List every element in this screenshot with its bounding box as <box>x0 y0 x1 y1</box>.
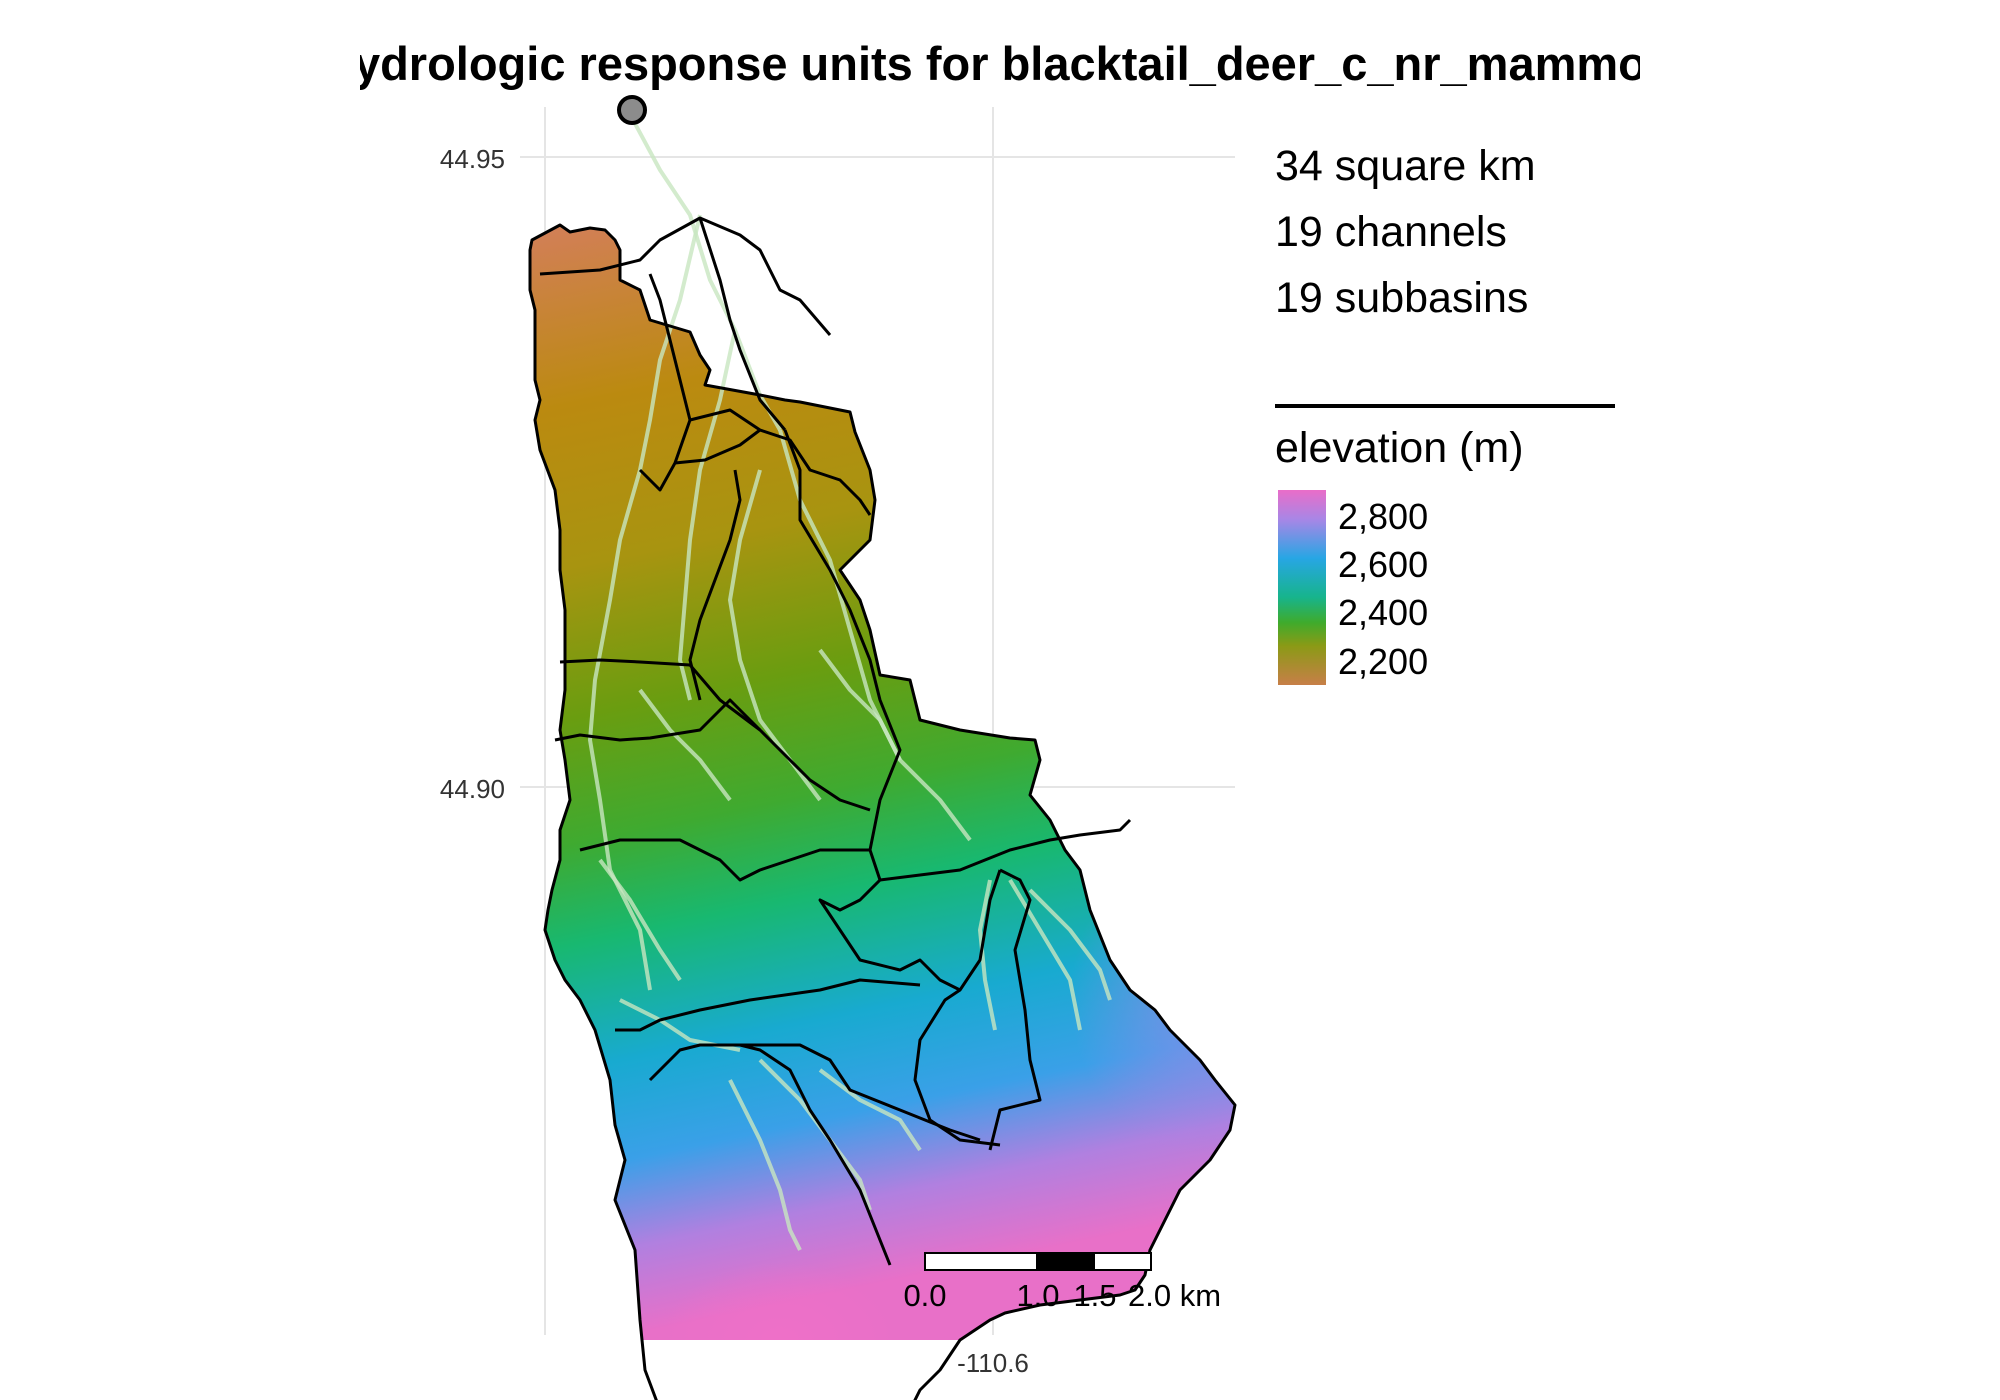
area-stat: 34 square km <box>1275 142 1536 190</box>
legend-label: 2,400 <box>1338 592 1429 633</box>
legend-label: 2,600 <box>1338 544 1429 585</box>
legend-title: elevation (m) <box>1275 424 1524 472</box>
elevation-colorbar <box>1278 490 1326 685</box>
scale-bar: 0.0 1.0 1.5 2.0 km <box>903 1252 1221 1313</box>
scale-label: 1.5 <box>1073 1278 1116 1313</box>
channels-stat: 19 channels <box>1275 208 1507 256</box>
subbasins-stat: 19 subbasins <box>1275 274 1529 322</box>
y-tick-label: 44.95 <box>440 144 505 174</box>
subbasin-boundaries <box>528 216 1237 1400</box>
stream-channels <box>588 117 1112 1251</box>
y-tick-label: 44.90 <box>440 774 505 804</box>
scale-label: 0.0 <box>903 1278 946 1313</box>
map-title: Hydrologic response units for blacktail_… <box>360 37 1640 90</box>
legend-label: 2,800 <box>1338 496 1429 537</box>
scale-label: 1.0 <box>1016 1278 1059 1313</box>
scale-label: 2.0 km <box>1128 1278 1221 1313</box>
x-tick-label: -110.6 <box>957 1348 1029 1378</box>
legend-label: 2,200 <box>1338 641 1429 682</box>
outlet-point <box>617 95 647 125</box>
legend-divider <box>1275 404 1615 408</box>
